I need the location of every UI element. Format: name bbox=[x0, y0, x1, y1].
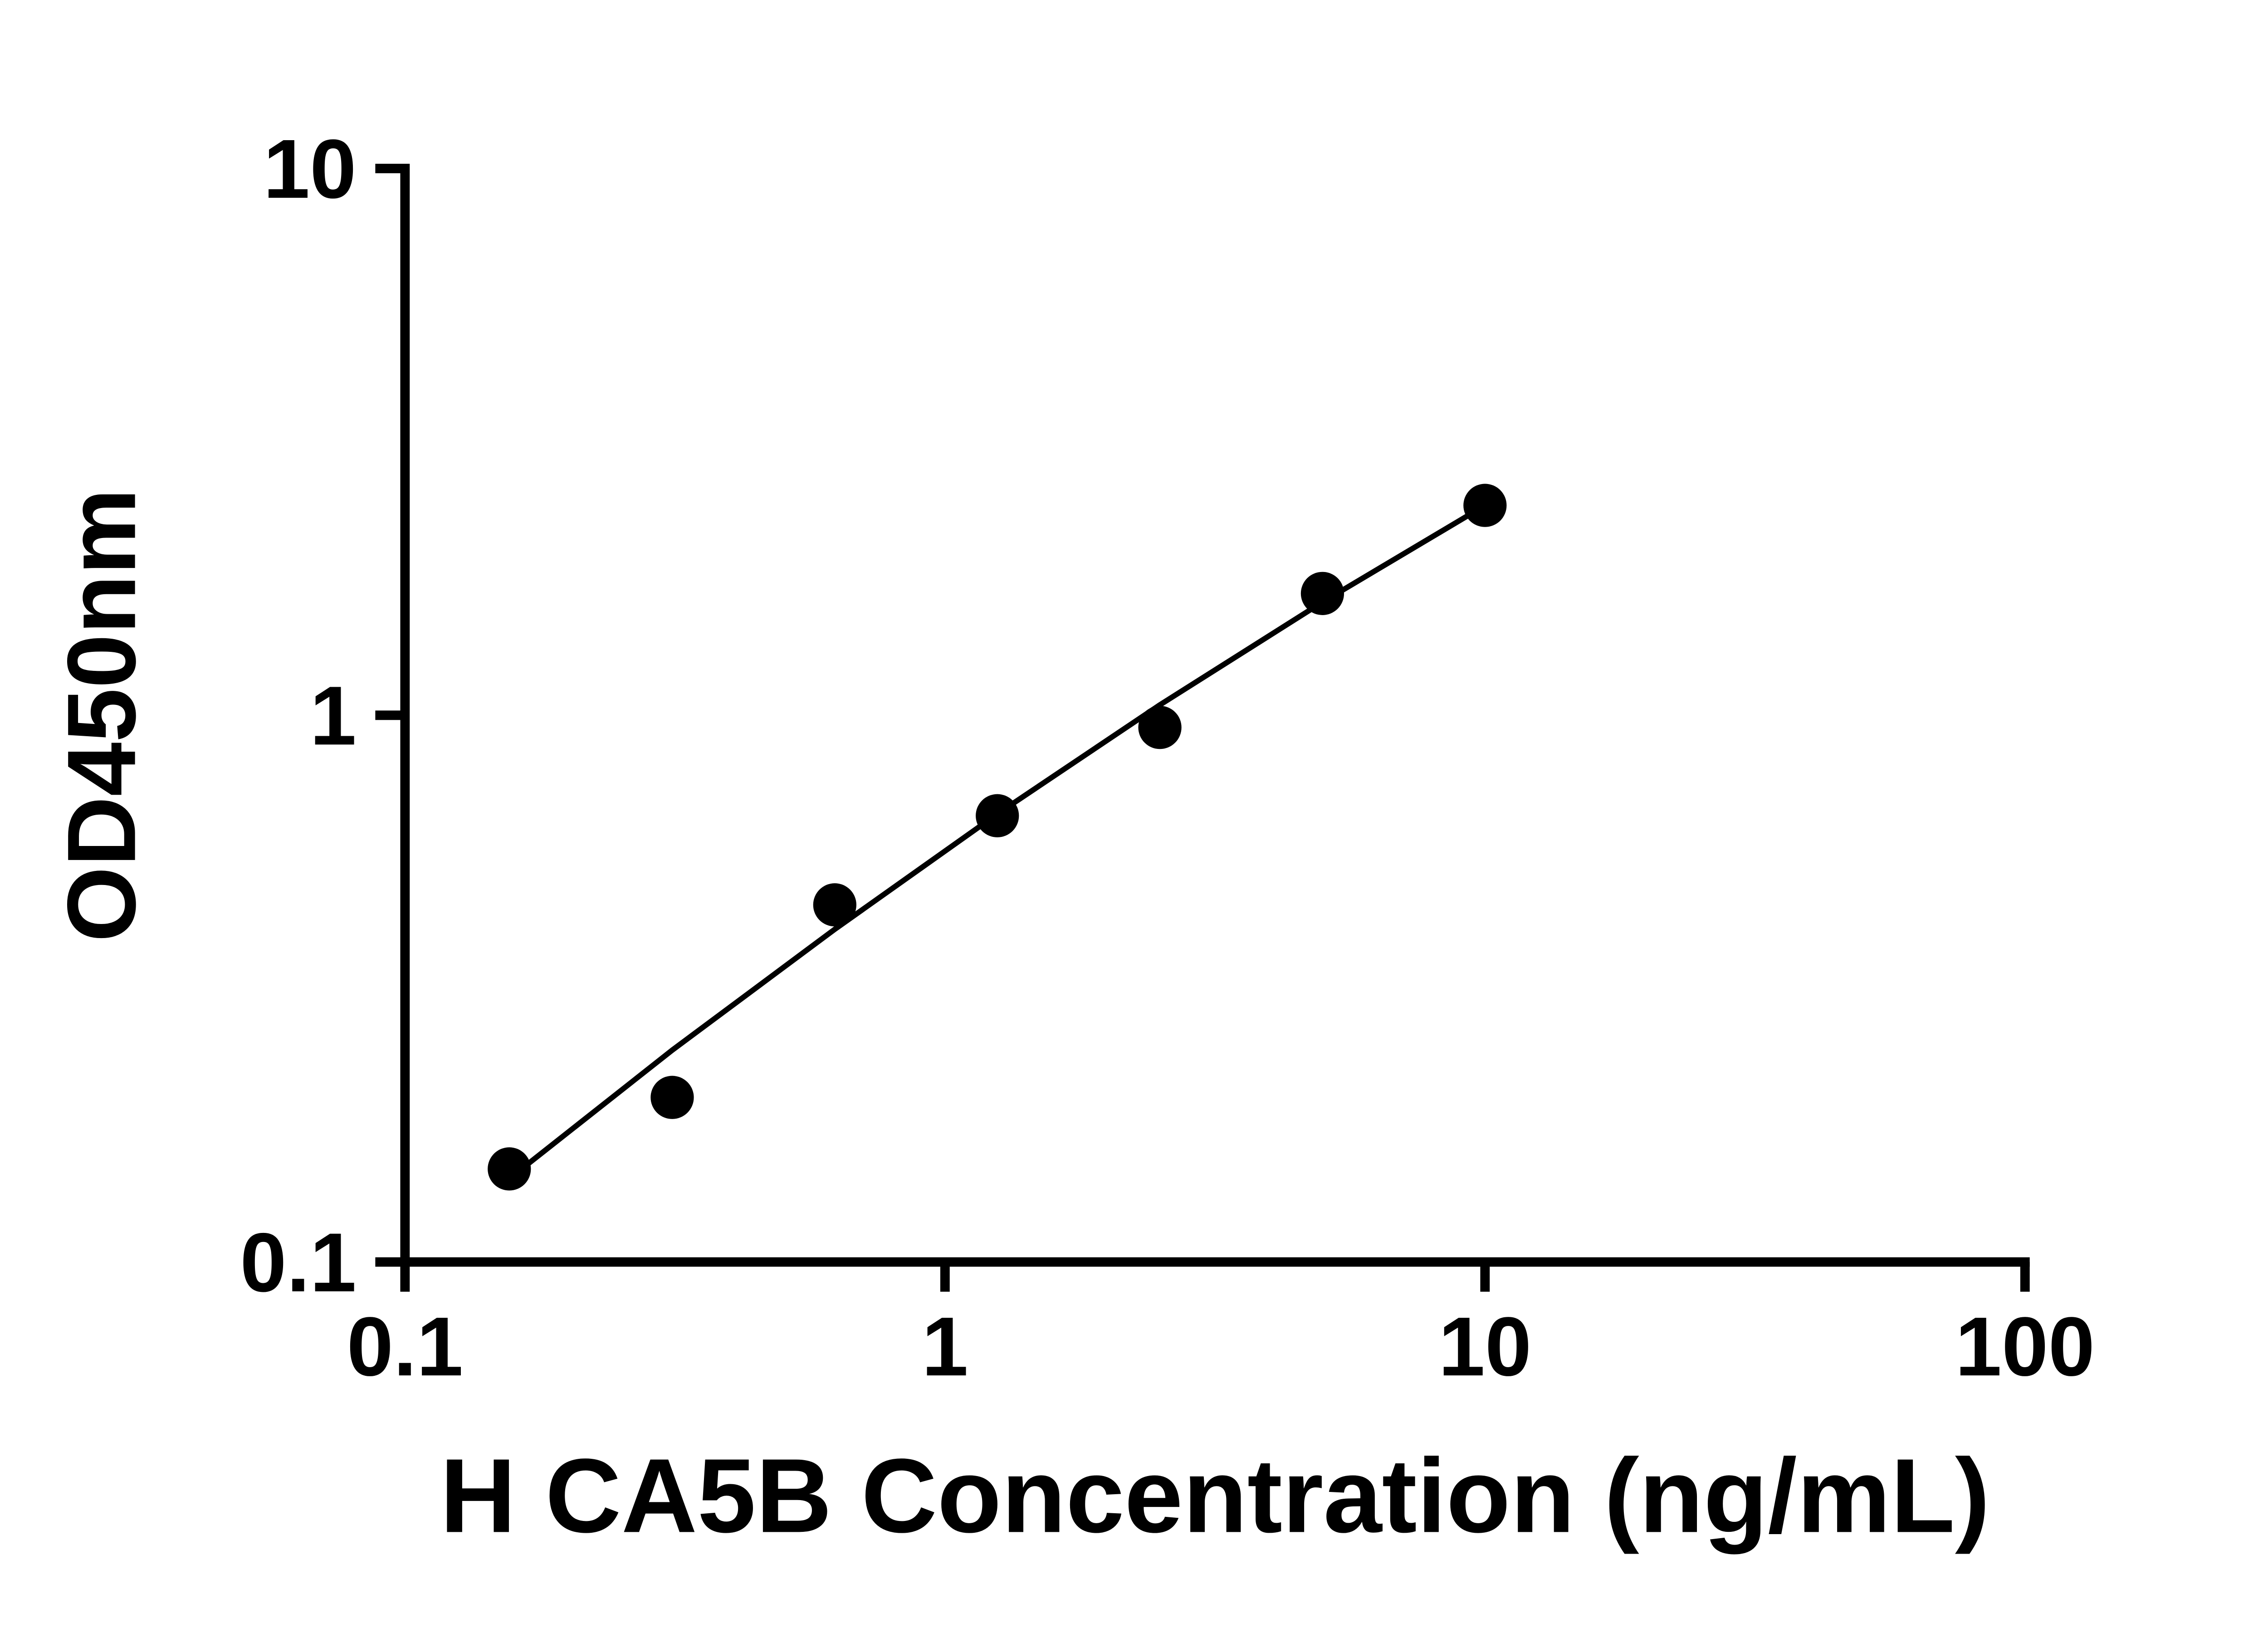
data-point bbox=[650, 1076, 694, 1119]
y-tick-label: 0.1 bbox=[240, 1216, 357, 1310]
x-tick-label: 100 bbox=[1955, 1300, 2095, 1393]
data-point bbox=[813, 883, 856, 927]
x-axis-title: H CA5B Concentration (ng/mL) bbox=[440, 1437, 1990, 1555]
data-point bbox=[976, 794, 1019, 837]
x-tick-label: 1 bbox=[922, 1300, 968, 1393]
x-tick-label: 0.1 bbox=[347, 1300, 464, 1393]
x-tick-label: 10 bbox=[1438, 1300, 1531, 1393]
data-point bbox=[488, 1147, 531, 1191]
y-tick-label: 10 bbox=[263, 122, 356, 216]
data-point bbox=[1463, 484, 1507, 527]
data-point bbox=[1300, 572, 1344, 615]
y-axis-title: OD450nm bbox=[48, 489, 156, 942]
data-point bbox=[1138, 706, 1182, 749]
plot-area: 0.1 1 10 0.1 1 10 100 bbox=[240, 122, 2095, 1393]
y-tick-label: 1 bbox=[310, 669, 357, 763]
